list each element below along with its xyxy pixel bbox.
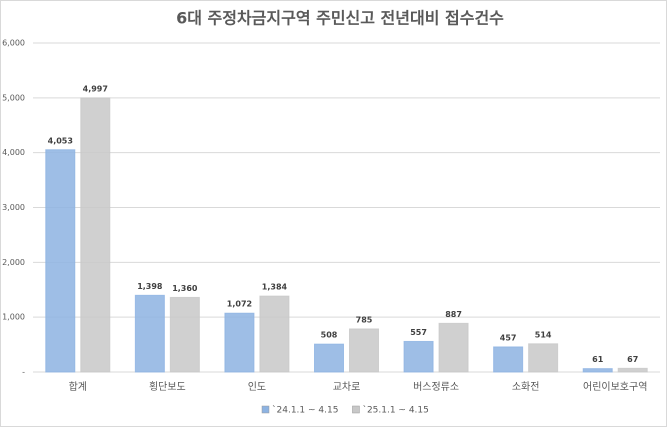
value-label: 887: [445, 310, 462, 319]
bar: [224, 312, 255, 373]
bar: [259, 295, 290, 373]
legend-label: `24.1.1 ~ 4.15: [272, 405, 338, 416]
legend-label: `25.1.1 ~ 4.15: [362, 405, 428, 416]
x-tick-label: 버스정류소: [413, 381, 459, 393]
x-tick-label: 어린이보호구역: [583, 381, 647, 393]
x-tick-label: 합계: [69, 381, 87, 393]
bar: [582, 368, 613, 373]
bar: [169, 296, 200, 373]
value-label: 1,072: [227, 300, 252, 309]
value-label: 67: [627, 355, 638, 364]
bar: [438, 322, 469, 373]
value-label: 785: [356, 315, 373, 324]
bar: [45, 149, 76, 373]
value-label: 457: [500, 333, 517, 342]
chart-title: 6대 주정차금지구역 주민신고 전년대비 접수건수: [176, 9, 504, 28]
x-tick-label: 소화전: [512, 381, 540, 393]
value-label: 1,398: [137, 282, 163, 291]
y-tick-label: 6,000: [2, 39, 25, 48]
value-label: 1,360: [172, 284, 198, 293]
bar: [314, 343, 344, 373]
bar: [80, 97, 111, 373]
bar: [528, 343, 559, 373]
value-label: 4,997: [83, 84, 108, 93]
value-label: 61: [592, 355, 604, 364]
legend-swatch: [261, 405, 270, 414]
y-tick-label: 1,000: [2, 313, 25, 322]
y-tick-label: 3,000: [2, 203, 25, 212]
bar: [134, 294, 165, 373]
bar: [493, 346, 524, 373]
y-tick-label: 4,000: [2, 148, 25, 157]
value-label: 1,384: [262, 283, 288, 292]
bar: [349, 328, 379, 373]
y-tick-label: 5,000: [2, 93, 25, 102]
y-tick-label: -: [22, 368, 25, 377]
bar: [403, 340, 434, 373]
x-tick-label: 횡단보도: [149, 381, 186, 393]
x-tick-label: 교차로: [333, 381, 361, 393]
value-label: 4,053: [48, 136, 73, 145]
x-tick-label: 인도: [248, 381, 266, 393]
bar: [617, 367, 648, 373]
value-label: 514: [535, 330, 552, 339]
value-label: 557: [410, 328, 427, 337]
value-label: 508: [321, 331, 338, 340]
y-tick-label: 2,000: [2, 258, 25, 267]
legend-swatch: [352, 405, 360, 414]
